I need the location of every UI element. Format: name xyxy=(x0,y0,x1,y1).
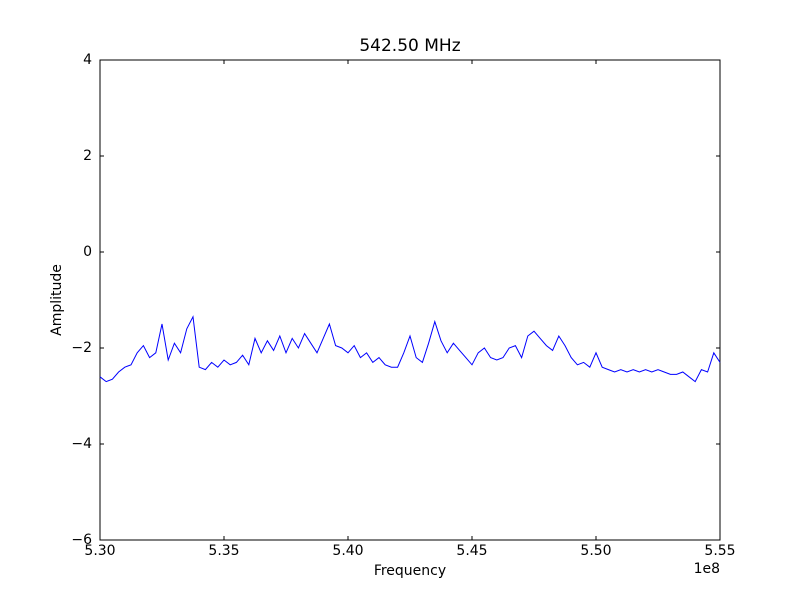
x-tick-label: 5.45 xyxy=(456,543,487,559)
data-line xyxy=(99,315,721,383)
x-tick-label: 5.30 xyxy=(84,543,115,559)
y-tick-label: 2 xyxy=(83,148,92,164)
y-tick-label: −6 xyxy=(71,532,92,548)
y-tick-label: −4 xyxy=(71,436,92,452)
x-tick-label: 5.50 xyxy=(580,543,611,559)
x-axis-label: Frequency xyxy=(374,563,446,579)
plot-frame xyxy=(99,59,721,541)
y-tick-label: 4 xyxy=(83,52,92,68)
y-tick-label: −2 xyxy=(71,340,92,356)
chart-title: 542.50 MHz xyxy=(359,36,460,56)
x-tick-label: 5.35 xyxy=(208,543,239,559)
y-axis-label: Amplitude xyxy=(49,264,65,336)
y-tick-label: 0 xyxy=(83,244,92,260)
x-offset-label: 1e8 xyxy=(694,561,720,577)
x-tick-label: 5.40 xyxy=(332,543,363,559)
x-tick-label: 5.55 xyxy=(704,543,735,559)
